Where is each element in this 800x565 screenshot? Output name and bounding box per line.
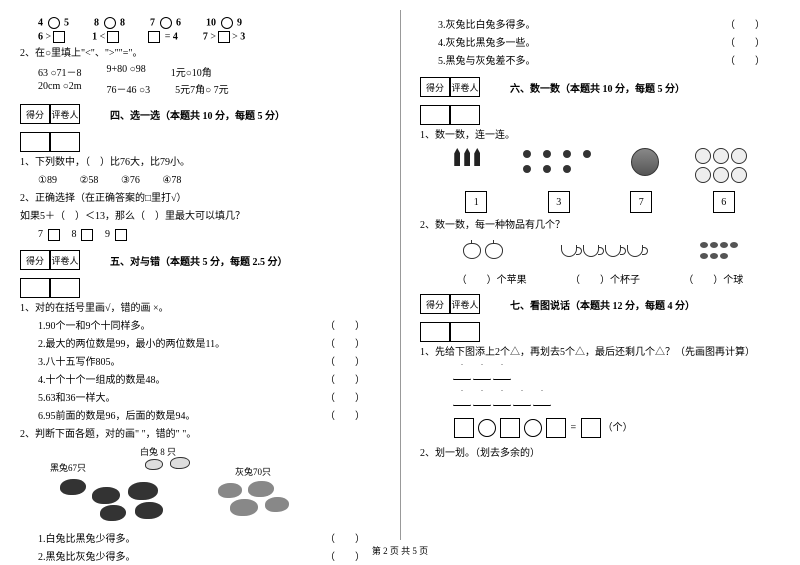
- s4-q1-options: ①89 ②58 ③76 ④78: [20, 173, 380, 188]
- insects-icon: [517, 148, 597, 186]
- count-icons-row: [435, 148, 765, 186]
- equation-row: = （个）: [420, 418, 780, 438]
- section-7-title: 七、看图说话（本题共 12 分，每题 4 分）: [510, 297, 695, 312]
- score-box-7: 得分 评卷人 七、看图说话（本题共 12 分，每题 4 分）: [420, 294, 780, 314]
- equation-row-1: 4 5 8 8 7 6 10 9: [20, 17, 380, 29]
- smileys-icon: [694, 148, 748, 186]
- section-4-title: 四、选一选（本题共 10 分，每题 5 分）: [110, 107, 285, 122]
- score-box-5: 得分 评卷人 五、对与错（本题共 5 分，每题 2.5 分）: [20, 250, 380, 270]
- items-row: [435, 241, 765, 263]
- s4-q2: 2、正确选择（在正确答案的□里打√）: [20, 191, 380, 206]
- column-divider: [400, 10, 401, 540]
- score-box-4: 得分 评卷人 四、选一选（本题共 10 分，每题 5 分）: [20, 104, 380, 124]
- rabbit-illustration: 白兔 8 只 黑兔67只 灰兔70只: [50, 447, 330, 527]
- equation-row-2: 6 > 1 < = 4 7 >> 3: [20, 31, 380, 43]
- count-numbers-row: 1 3 7 6: [435, 191, 765, 213]
- items-labels-row: （ ）个苹果 （ ）个杯子 （ ）个球: [435, 271, 765, 286]
- s5-q2: 2、判断下面各题，对的画" "，错的" "。: [20, 427, 380, 442]
- triangles-row-2: [420, 389, 780, 412]
- s4-q2a: 如果5＋（ ）＜13，那么（ ）里最大可以填几？: [20, 209, 380, 224]
- cups-icon: [558, 245, 646, 260]
- balls-icon: [699, 241, 739, 263]
- s4-q1: 1、下列数中，（ ）比76大，比79小。: [20, 155, 380, 170]
- s6-q2: 2、数一数，每一种物品有几个？: [420, 218, 780, 233]
- q2-row-1: 63 ○71－8 9+80 ○98 1元○10角: [20, 64, 380, 79]
- right-column: 3.灰兔比白兔多得多。（ ） 4.灰兔比黑兔多一些。（ ） 5.黑兔与灰兔差不多…: [400, 0, 800, 565]
- triangles-row-1: [420, 363, 780, 386]
- s4-q2-boxes: 7 8 9: [20, 227, 380, 242]
- rockets-icon: [452, 148, 482, 186]
- basketball-icon: [631, 148, 659, 186]
- score-box-6: 得分 评卷人 六、数一数（本题共 10 分，每题 5 分）: [420, 77, 780, 97]
- s6-q1: 1、数一数，连一连。: [420, 128, 780, 143]
- s7-q2: 2、划一划。（划去多余的）: [420, 446, 780, 461]
- section-5-title: 五、对与错（本题共 5 分，每题 2.5 分）: [110, 253, 288, 268]
- section-6-title: 六、数一数（本题共 10 分，每题 5 分）: [510, 80, 685, 95]
- q2-row-2: 20cm ○2m 76－46 ○3 5元7角○ 7元: [20, 81, 380, 96]
- s5-q1: 1、对的在括号里画√，错的画 ×。: [20, 301, 380, 316]
- s7-q1: 1、先给下图添上2个△，再划去5个△，最后还剩几个△？（先画图再计算）: [420, 345, 780, 360]
- question-2: 2、在○里填上"<"、">""="。: [20, 46, 380, 61]
- apples-icon: [461, 243, 505, 262]
- page-footer: 第 2 页 共 5 页: [0, 544, 800, 557]
- left-column: 4 5 8 8 7 6 10 9 6 > 1 < = 4 7 >> 3 2、在○…: [0, 0, 400, 565]
